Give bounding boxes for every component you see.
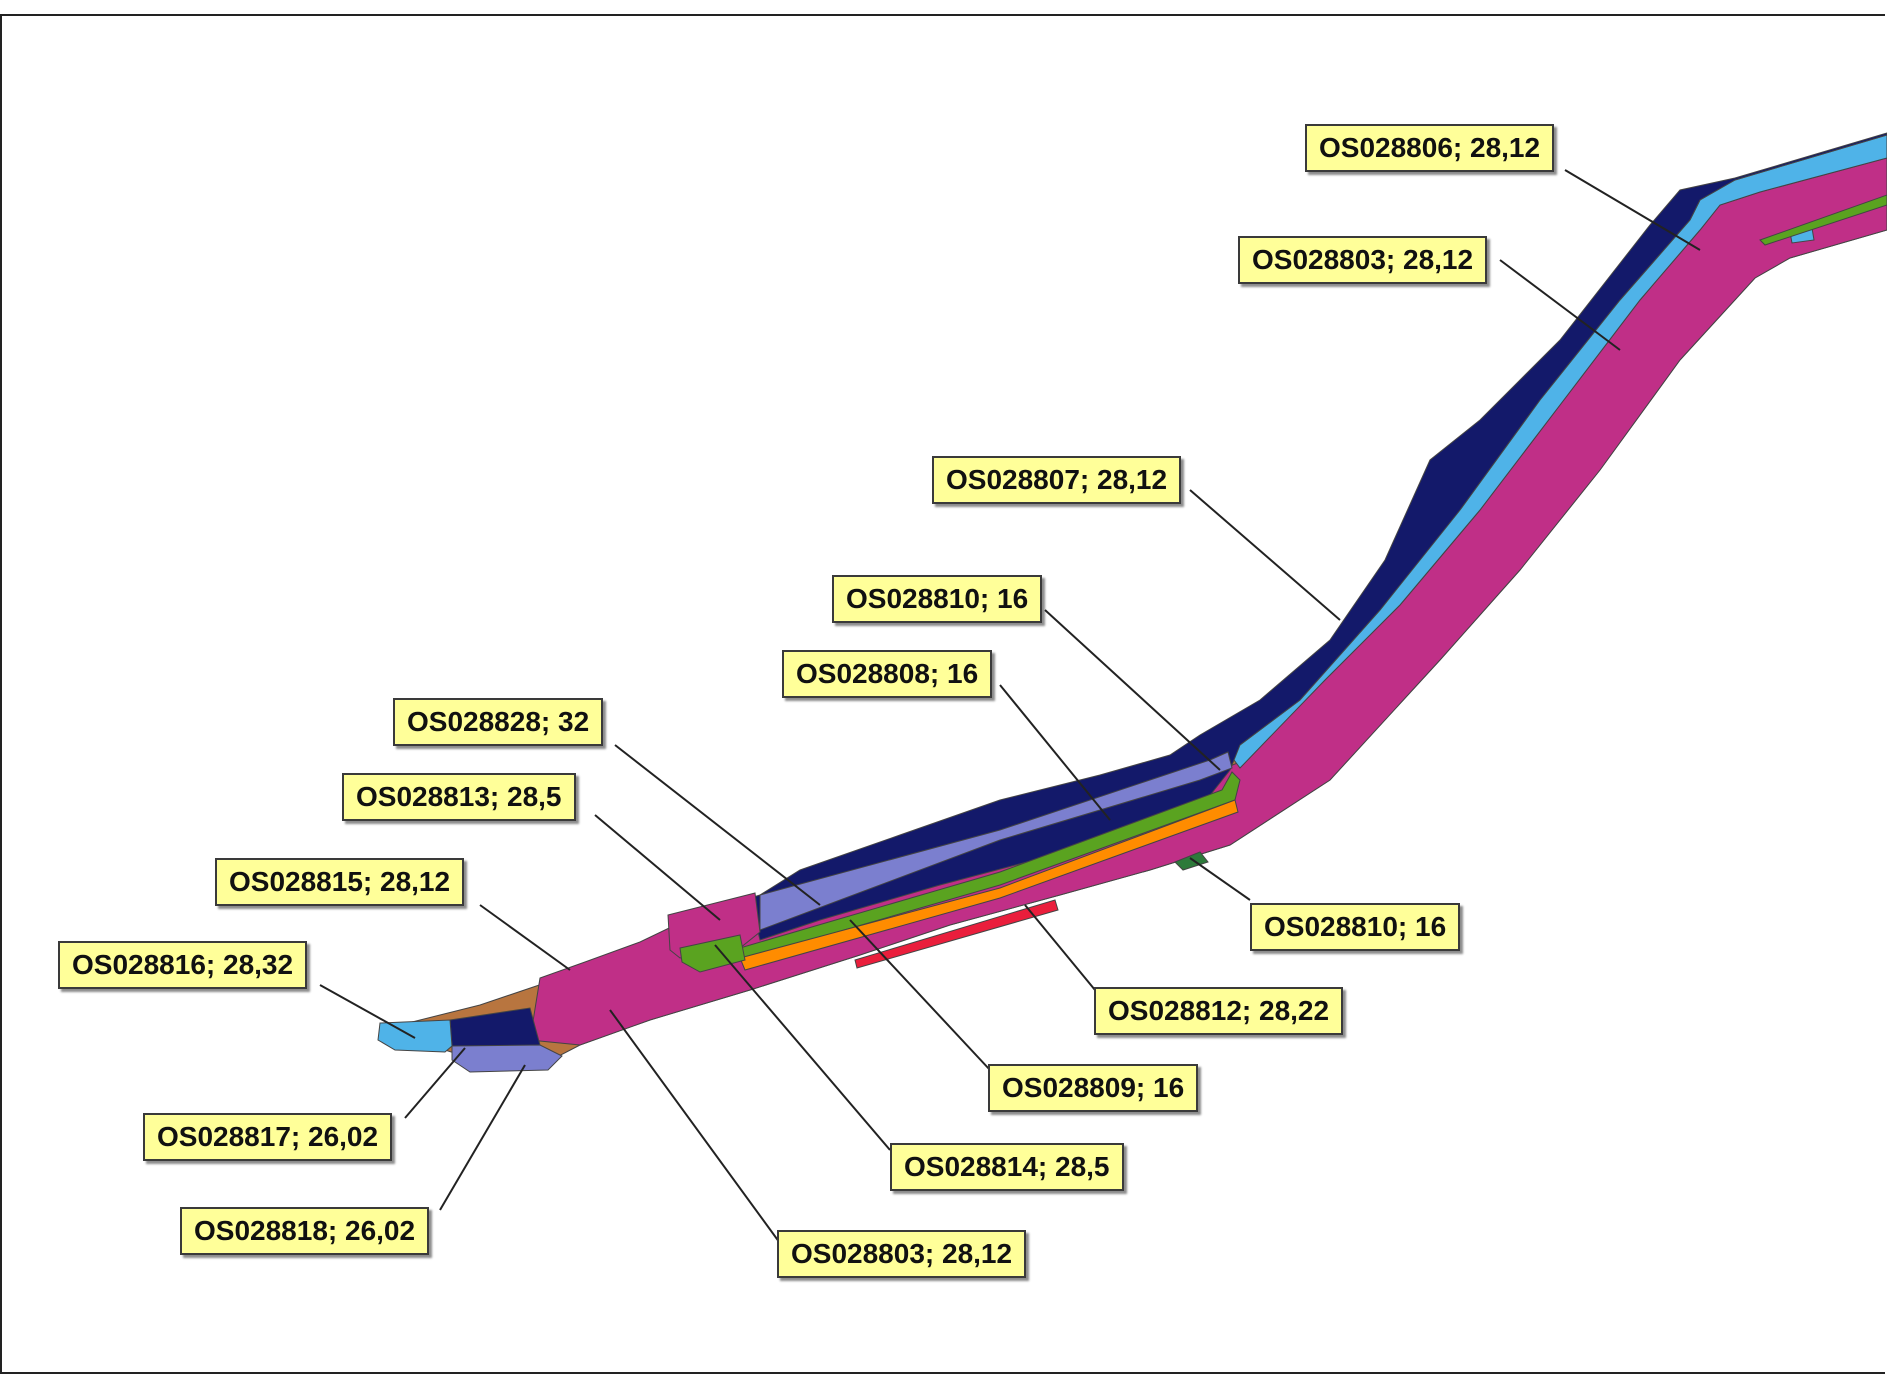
leader-line [1499,259,1621,351]
leader-line [849,919,991,1071]
leader-lines [319,169,1701,1251]
callout-os028803-bottom: OS028803; 28,12 [777,1230,1027,1278]
callout-os028818: OS028818; 26,02 [180,1207,430,1255]
callout-os028810-upper: OS028810; 16 [832,575,1043,623]
callout-os028812: OS028812; 28,22 [1094,987,1344,1035]
leader-line [609,1009,786,1251]
layer-lavender-band [759,751,1233,931]
layer-light-blue-left [377,1019,453,1053]
callout-os028816: OS028816; 28,32 [58,941,308,989]
callout-os028806: OS028806; 28,12 [1305,124,1555,172]
layer-dark-green-block [1174,851,1209,871]
leader-line [1189,489,1341,621]
callout-os028815: OS028815; 28,12 [215,858,465,906]
leader-line [1189,857,1251,901]
callout-os028817: OS028817; 26,02 [143,1113,393,1161]
leader-line [999,684,1111,821]
layer-orange-band [739,799,1239,971]
leader-line [1044,609,1221,771]
layer-lavender-left [451,1044,563,1073]
callout-os028803-top: OS028803; 28,12 [1238,236,1488,284]
leader-line [479,904,571,971]
layer-green-block [679,934,746,973]
leader-line [439,1064,526,1211]
leader-line [594,814,721,921]
callout-os028810-lower: OS028810; 16 [1250,903,1461,951]
leader-line [404,1047,466,1119]
layer-red-bar [854,899,1059,969]
callout-os028813: OS028813; 28,5 [342,773,576,821]
callout-os028809: OS028809; 16 [988,1064,1199,1112]
leader-line [1564,169,1701,251]
leader-line [319,984,416,1039]
layer-green-thin [1759,194,1887,246]
leader-line [714,944,891,1151]
callout-os028808: OS028808; 16 [782,650,993,698]
callout-os028828: OS028828; 32 [393,698,604,746]
drawing-frame [0,14,1885,1374]
callout-os028807: OS028807; 28,12 [932,456,1182,504]
leader-line [614,744,821,906]
callout-os028814: OS028814; 28,5 [890,1143,1124,1191]
leader-line [1024,904,1096,991]
